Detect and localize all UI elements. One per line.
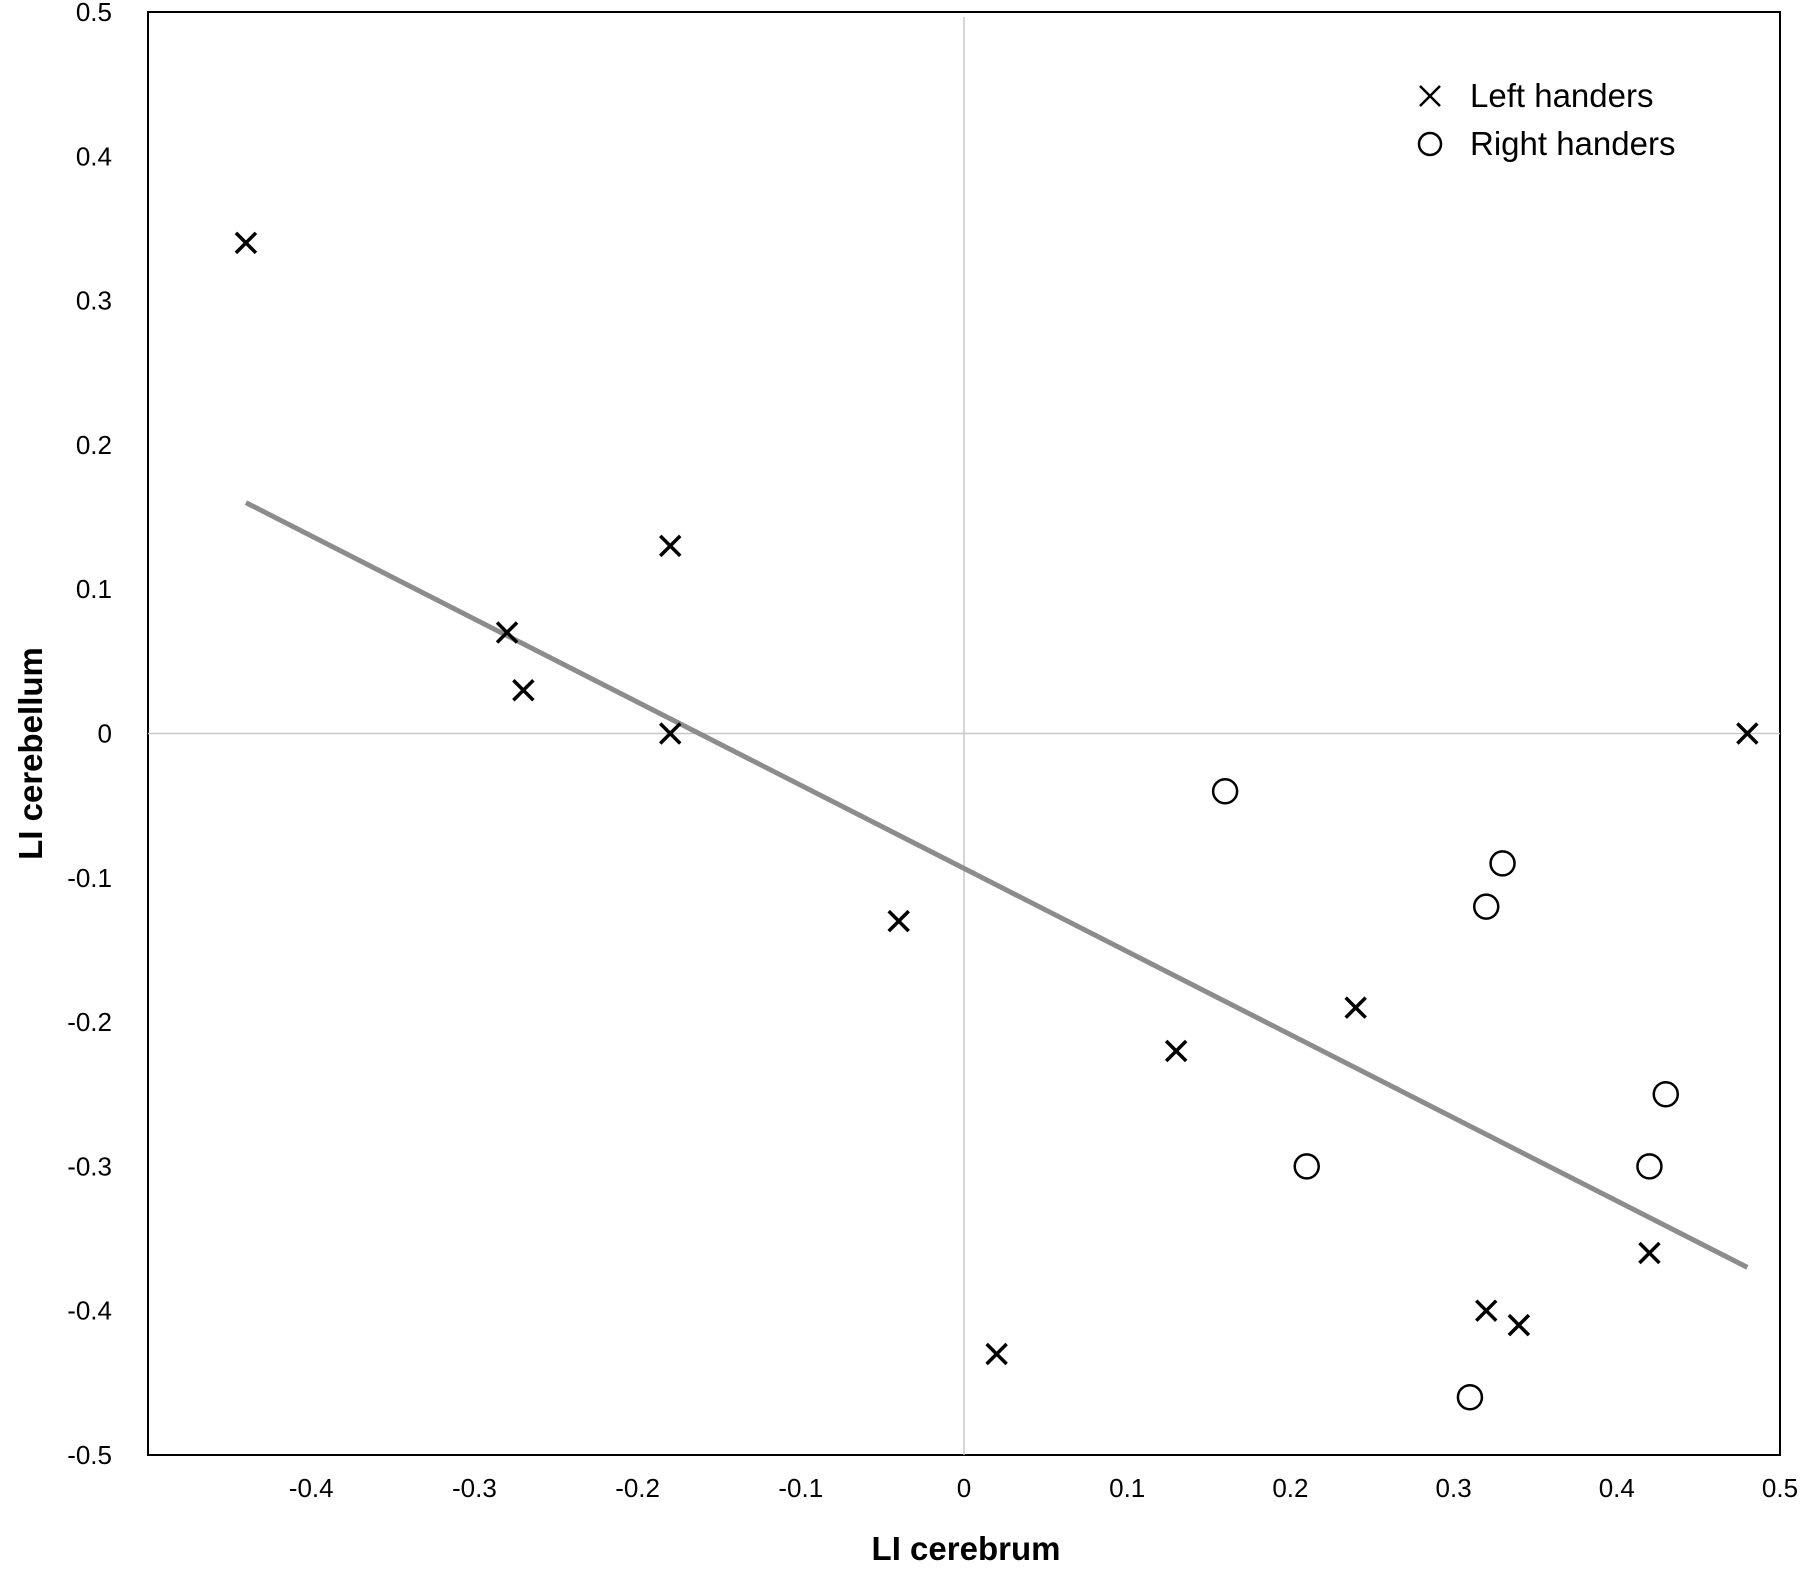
x-tick-label: -0.1 — [778, 1473, 823, 1503]
legend-item-right-handers: Right handers — [1417, 125, 1675, 162]
x-axis-tick-labels: -0.4 -0.3 -0.2 -0.1 0 0.1 0.2 0.3 0.4 0.5 — [289, 1473, 1798, 1503]
data-point-left-hander — [1736, 722, 1759, 745]
data-point-right-hander — [1211, 777, 1239, 805]
legend-x-glyph — [1419, 85, 1441, 107]
x-tick-label: -0.4 — [289, 1473, 334, 1503]
data-point-left-hander — [1164, 1039, 1188, 1063]
data-point-left-hander-stroke — [1475, 1299, 1498, 1322]
legend-x-marker-icon — [1419, 85, 1441, 107]
y-tick-label: -0.1 — [67, 863, 112, 893]
data-point-right-hander — [1293, 1153, 1320, 1180]
data-point-left-hander — [1507, 1313, 1531, 1337]
y-tick-label: 0.4 — [76, 141, 112, 171]
x-tick-label: 0.5 — [1762, 1473, 1798, 1503]
data-point-left-hander — [1344, 996, 1367, 1019]
x-tick-label: 0.3 — [1436, 1473, 1472, 1503]
data-point-left-hander-stroke — [659, 722, 682, 745]
legend-label-right-handers: Right handers — [1470, 125, 1675, 162]
y-tick-label: -0.2 — [67, 1007, 112, 1037]
legend-circle-glyph — [1417, 131, 1443, 157]
data-point-left-hander — [512, 678, 535, 702]
data-point-right-hander — [1456, 1384, 1484, 1411]
y-tick-label: -0.5 — [67, 1440, 112, 1470]
y-axis-tick-labels: 0.5 0.4 0.3 0.2 0.1 0 -0.1 -0.2 -0.3 -0.4 -0.5 — [67, 0, 112, 1470]
legend-x-glyph-stroke — [1419, 85, 1441, 107]
data-point-right-hander — [1489, 850, 1516, 877]
data-points — [234, 231, 1759, 1411]
data-point-left-hander-stroke — [1164, 1039, 1188, 1063]
legend-label-left-handers: Left handers — [1470, 77, 1653, 114]
data-point-left-hander-stroke — [1344, 996, 1367, 1019]
data-point-left-hander — [1638, 1241, 1661, 1265]
data-point-left-hander-stroke — [985, 1342, 1008, 1366]
y-axis-title: LI cerebellum — [12, 647, 49, 860]
data-point-right-hander — [1472, 893, 1500, 920]
y-tick-label: 0.1 — [76, 574, 112, 604]
x-tick-label: 0 — [957, 1473, 971, 1503]
data-point-left-hander-stroke — [1736, 722, 1759, 745]
x-tick-label: -0.3 — [452, 1473, 497, 1503]
y-tick-label: 0.5 — [76, 0, 112, 27]
data-point-right-hander — [1636, 1153, 1663, 1180]
data-point-left-hander — [659, 722, 682, 745]
y-tick-label: 0 — [98, 719, 112, 749]
trendline — [244, 500, 1749, 1270]
legend-item-left-handers: Left handers — [1419, 77, 1653, 114]
data-point-left-hander-stroke — [887, 909, 910, 933]
x-tick-label: -0.2 — [615, 1473, 660, 1503]
x-axis-title: LI cerebrum — [872, 1530, 1061, 1567]
data-point-right-hander — [1652, 1081, 1680, 1108]
data-point-left-hander-stroke — [659, 534, 682, 558]
data-point-left-hander — [659, 534, 682, 558]
data-point-left-hander — [234, 231, 258, 255]
data-point-left-hander-stroke — [1638, 1241, 1661, 1265]
y-tick-label: -0.3 — [67, 1151, 112, 1181]
x-tick-label: 0.4 — [1599, 1473, 1635, 1503]
data-point-left-hander — [985, 1342, 1008, 1366]
y-tick-label: 0.2 — [76, 430, 112, 460]
data-point-left-hander — [1475, 1299, 1498, 1322]
data-point-left-hander-stroke — [495, 621, 519, 644]
data-point-left-hander-stroke — [512, 678, 535, 702]
data-point-left-hander — [495, 621, 519, 644]
data-point-left-hander-stroke — [234, 231, 258, 255]
data-point-left-hander — [887, 909, 910, 933]
data-point-left-hander-stroke — [1507, 1313, 1531, 1337]
x-tick-label: 0.1 — [1109, 1473, 1145, 1503]
y-tick-label: -0.4 — [67, 1296, 112, 1326]
legend: Left handers Right handers — [1417, 77, 1675, 162]
x-tick-label: 0.2 — [1272, 1473, 1308, 1503]
y-tick-label: 0.3 — [76, 286, 112, 316]
legend-circle-marker-icon — [1417, 131, 1443, 157]
